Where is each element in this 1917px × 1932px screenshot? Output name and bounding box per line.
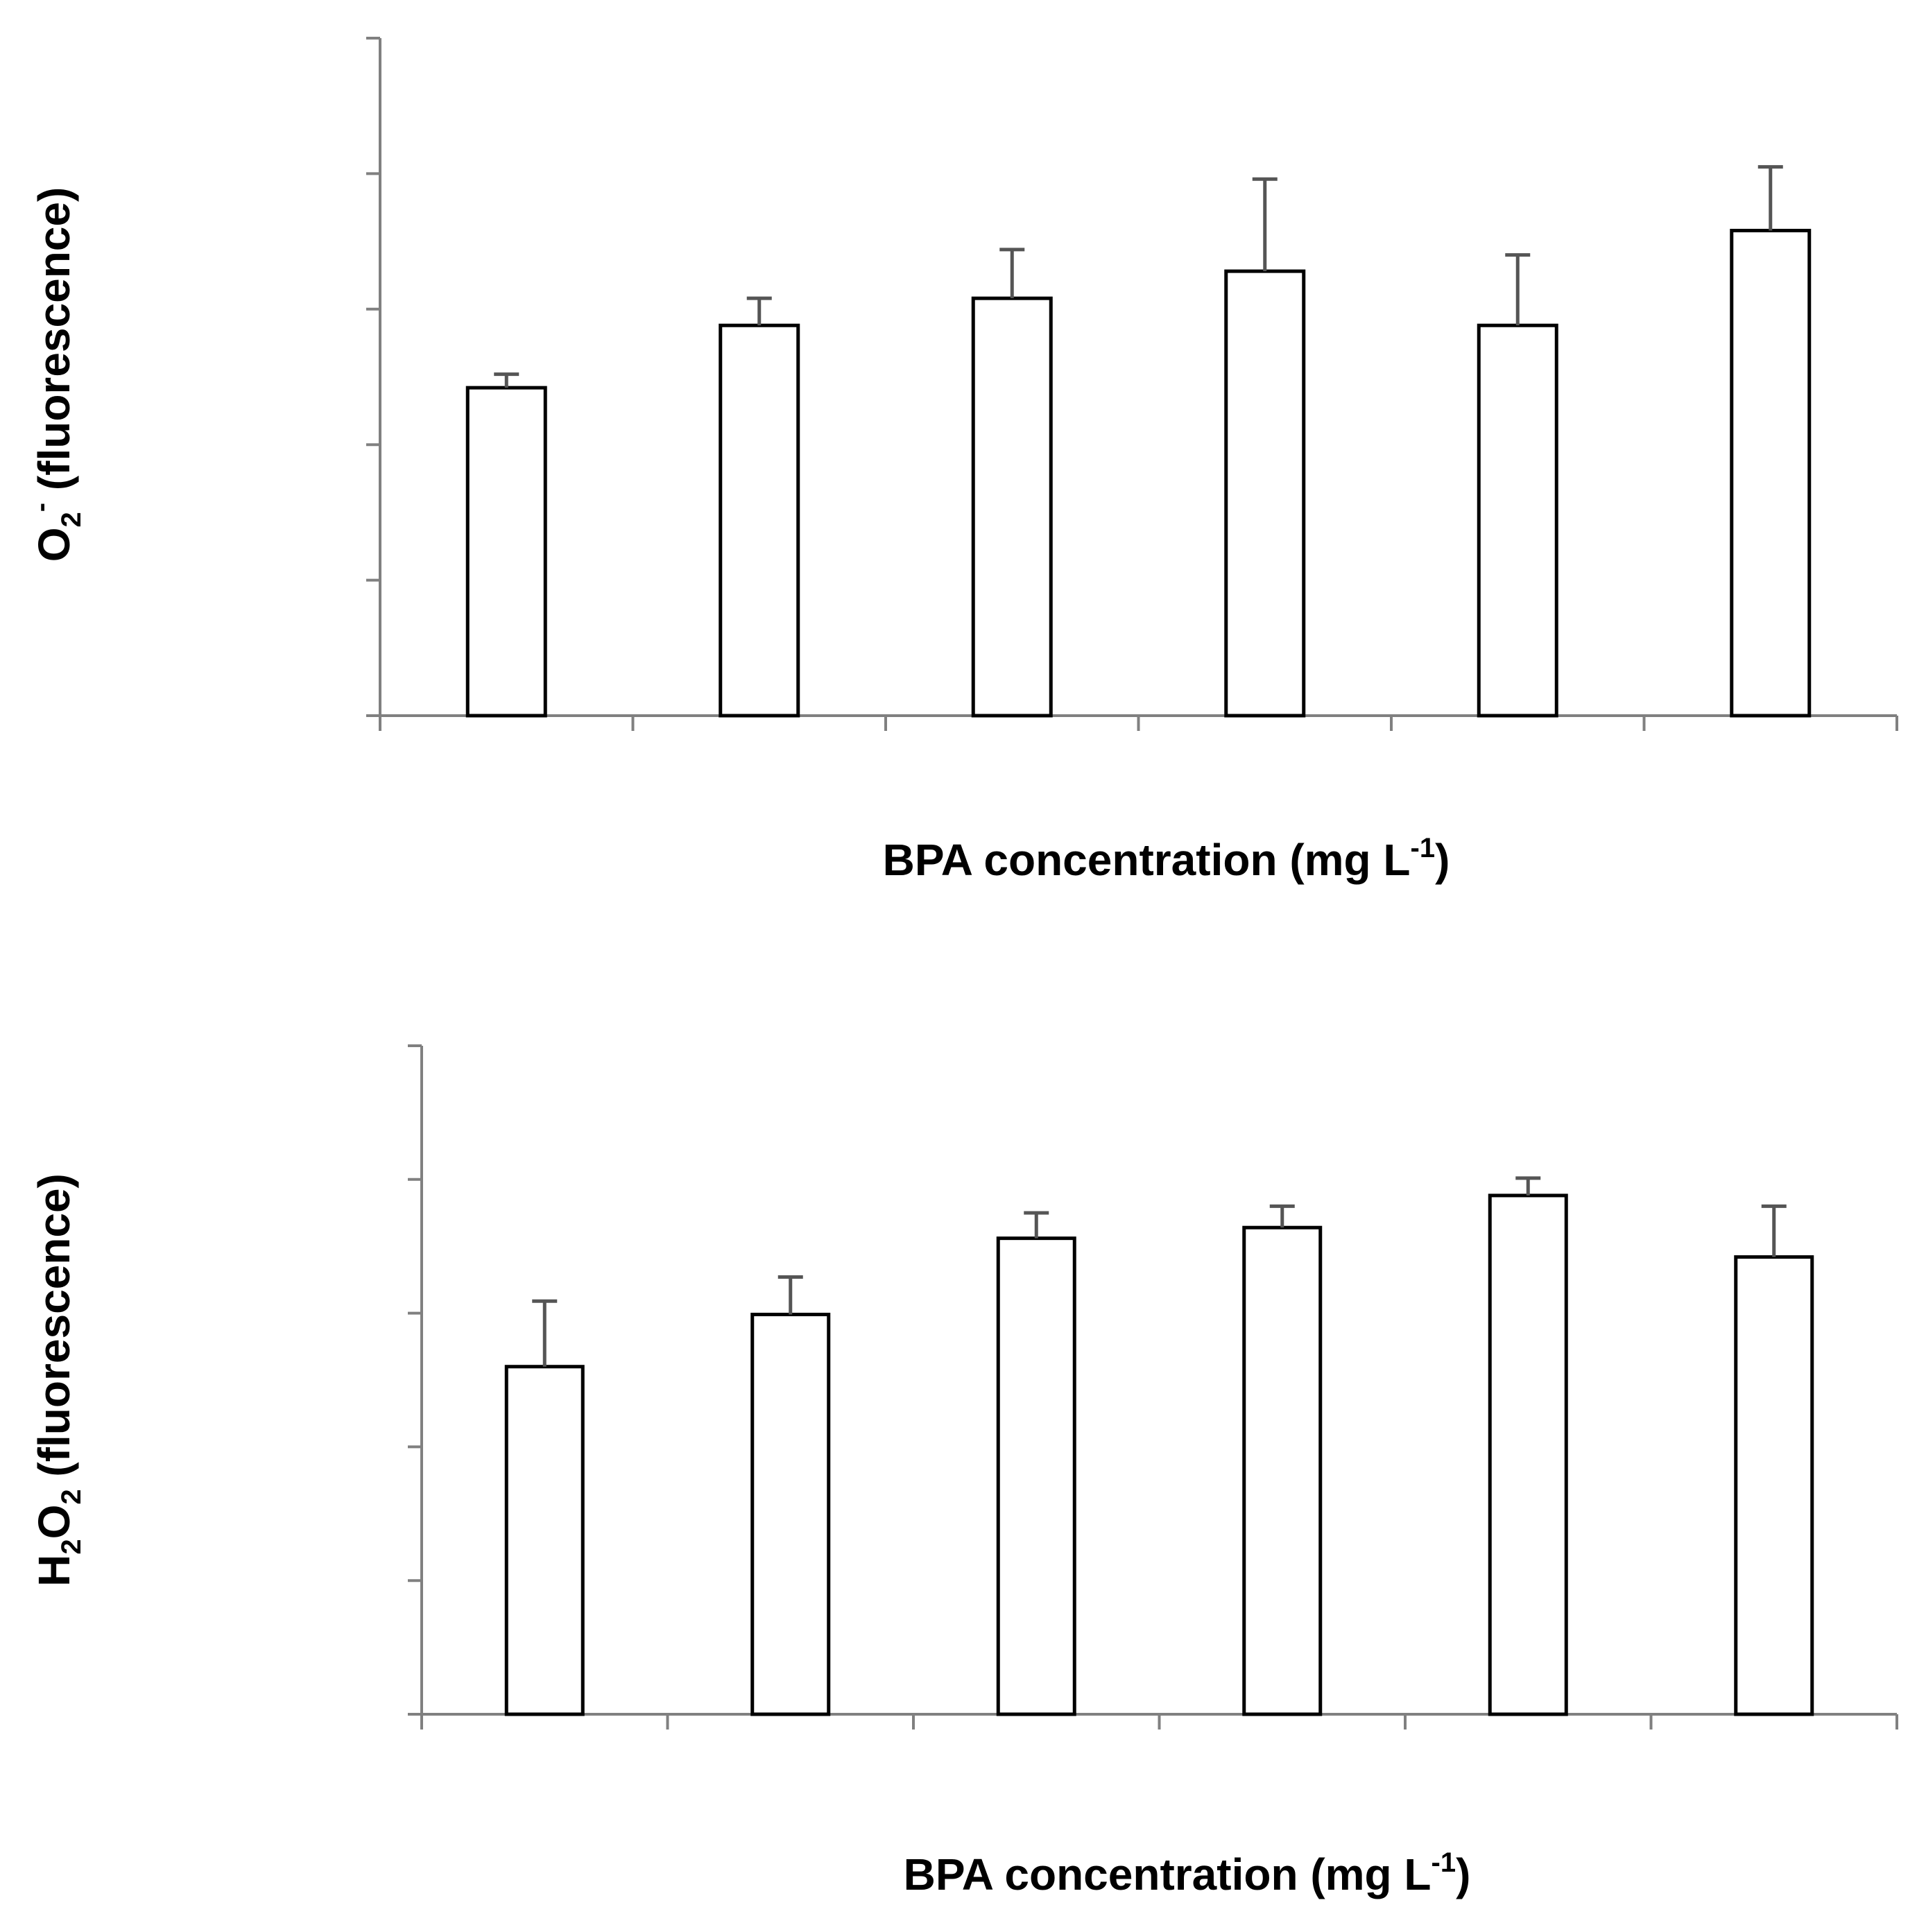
- y-axis-title-subscript: 2: [56, 512, 87, 527]
- bar: [1477, 323, 1558, 718]
- y-axis-title-main: H: [29, 1555, 79, 1587]
- bar: [971, 296, 1053, 718]
- bar: [1224, 269, 1306, 718]
- chart-panel-a: BPA concentration (mg L-1) O2- (fluoresce…: [26, 37, 1898, 885]
- y-axis-title: H2O2 (fluorescence): [29, 1173, 87, 1587]
- bar: [750, 1313, 831, 1716]
- y-axis-title-superscript: -: [26, 503, 56, 512]
- y-axis-title-rest: (fluorescence): [29, 1173, 79, 1489]
- y-axis-title-mid: O: [29, 1505, 79, 1539]
- x-axis-title-end: ): [1456, 1849, 1470, 1899]
- chart-panel-b: BPA concentration (mg L-1)H2O2 (fluoresc…: [29, 1044, 1898, 1899]
- x-axis-title-main: BPA concentration (mg L: [904, 1849, 1432, 1899]
- bar: [996, 1236, 1076, 1716]
- bar: [1734, 1255, 1814, 1716]
- x-axis-title: BPA concentration (mg L-1): [883, 833, 1450, 885]
- y-axis-title-main: O: [29, 528, 79, 562]
- x-axis-title-end: ): [1435, 835, 1450, 885]
- y-axis-title: O2- (fluorescence): [26, 187, 87, 562]
- bar: [1242, 1225, 1323, 1716]
- bar: [465, 386, 547, 718]
- y-axis-title-subscript: 2: [56, 1539, 87, 1554]
- bar: [1488, 1193, 1568, 1716]
- y-axis-title-subscript-2: 2: [56, 1489, 87, 1504]
- x-axis-title-superscript: -1: [1411, 833, 1436, 863]
- x-axis-title-superscript: -1: [1432, 1847, 1456, 1878]
- bar: [719, 323, 800, 718]
- x-axis-title: BPA concentration (mg L-1): [904, 1847, 1471, 1899]
- bar: [504, 1365, 585, 1716]
- x-axis-title-main: BPA concentration (mg L: [883, 835, 1411, 885]
- y-axis-title-rest: (fluorescence): [29, 187, 79, 503]
- bar: [1730, 228, 1812, 718]
